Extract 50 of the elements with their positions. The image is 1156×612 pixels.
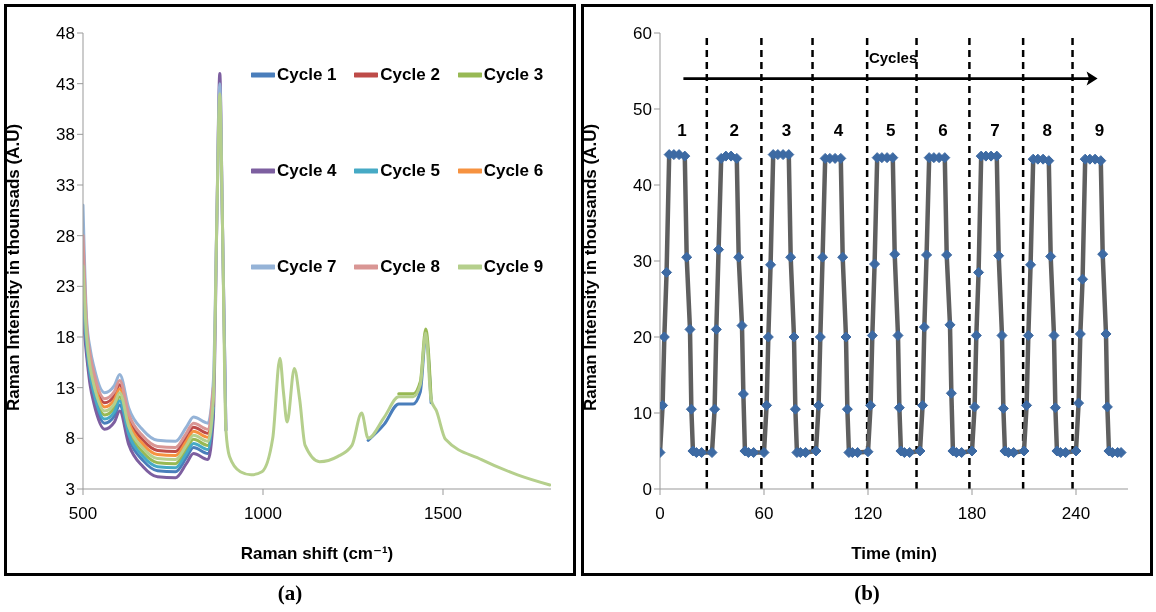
x-tick-label: 180 [957,504,987,524]
x-axis-title: Time (min) [851,544,937,563]
legend-label: Cycle 8 [380,257,440,277]
annotation: Cycles [868,48,918,66]
y-tick-label: 13 [56,378,75,398]
annotation: 4 [833,121,844,141]
text: (b) [853,581,881,606]
x-tick-label: 120 [853,504,883,524]
x-tick-label: 0 [655,504,665,524]
y-tick-label: 50 [633,100,652,120]
y-axis-title: Raman Intensity in thounsads (A.U) [4,123,24,411]
x-axis-title: Raman shift (cm⁻¹) [240,544,394,563]
y-tick-label: 38 [56,125,75,145]
legend-label: Cycle 3 [483,65,544,85]
y-tick-label: 8 [65,429,75,449]
y-tick-label: 10 [633,404,652,424]
x-tick-label: 1500 [424,504,462,524]
legend-label: Cycle 4 [277,161,337,181]
y-tick-label: 60 [633,24,652,44]
y-tick-label: 48 [56,24,75,44]
y-tick-label: 33 [56,176,75,196]
y-tick-label: 28 [56,226,75,246]
legend-label: Cycle 2 [380,65,440,85]
y-tick-label: 0 [642,480,652,500]
legend-label: Cycle 5 [380,161,440,181]
text: (a) [276,581,304,606]
annotation: 6 [938,121,948,141]
y-tick-label: 30 [633,252,652,272]
legend-label: Cycle 7 [277,257,337,277]
legend-label: Cycle 6 [483,161,544,181]
annotation: 3 [781,121,792,141]
annotation: 5 [885,121,896,141]
y-tick-label: 18 [56,328,75,348]
x-tick-label: 1000 [244,504,282,524]
legend-label: Cycle 1 [277,65,337,85]
y-axis-title: Raman Intensity in thousands (A.U) [581,123,601,411]
y-tick-label: 43 [56,74,75,94]
x-tick-label: 60 [754,504,774,524]
annotation: 7 [990,121,1000,141]
annotation: 9 [1094,121,1105,141]
x-tick-label: 240 [1061,504,1091,524]
y-tick-label: 40 [633,176,652,196]
y-tick-label: 20 [633,328,652,348]
annotation: 1 [677,121,687,141]
y-tick-label: 23 [56,277,75,297]
y-tick-label: 3 [65,480,75,500]
annotation: 2 [729,121,739,141]
legend-label: Cycle 9 [483,257,544,277]
x-tick-label: 500 [68,504,98,524]
annotation: 8 [1042,121,1052,141]
